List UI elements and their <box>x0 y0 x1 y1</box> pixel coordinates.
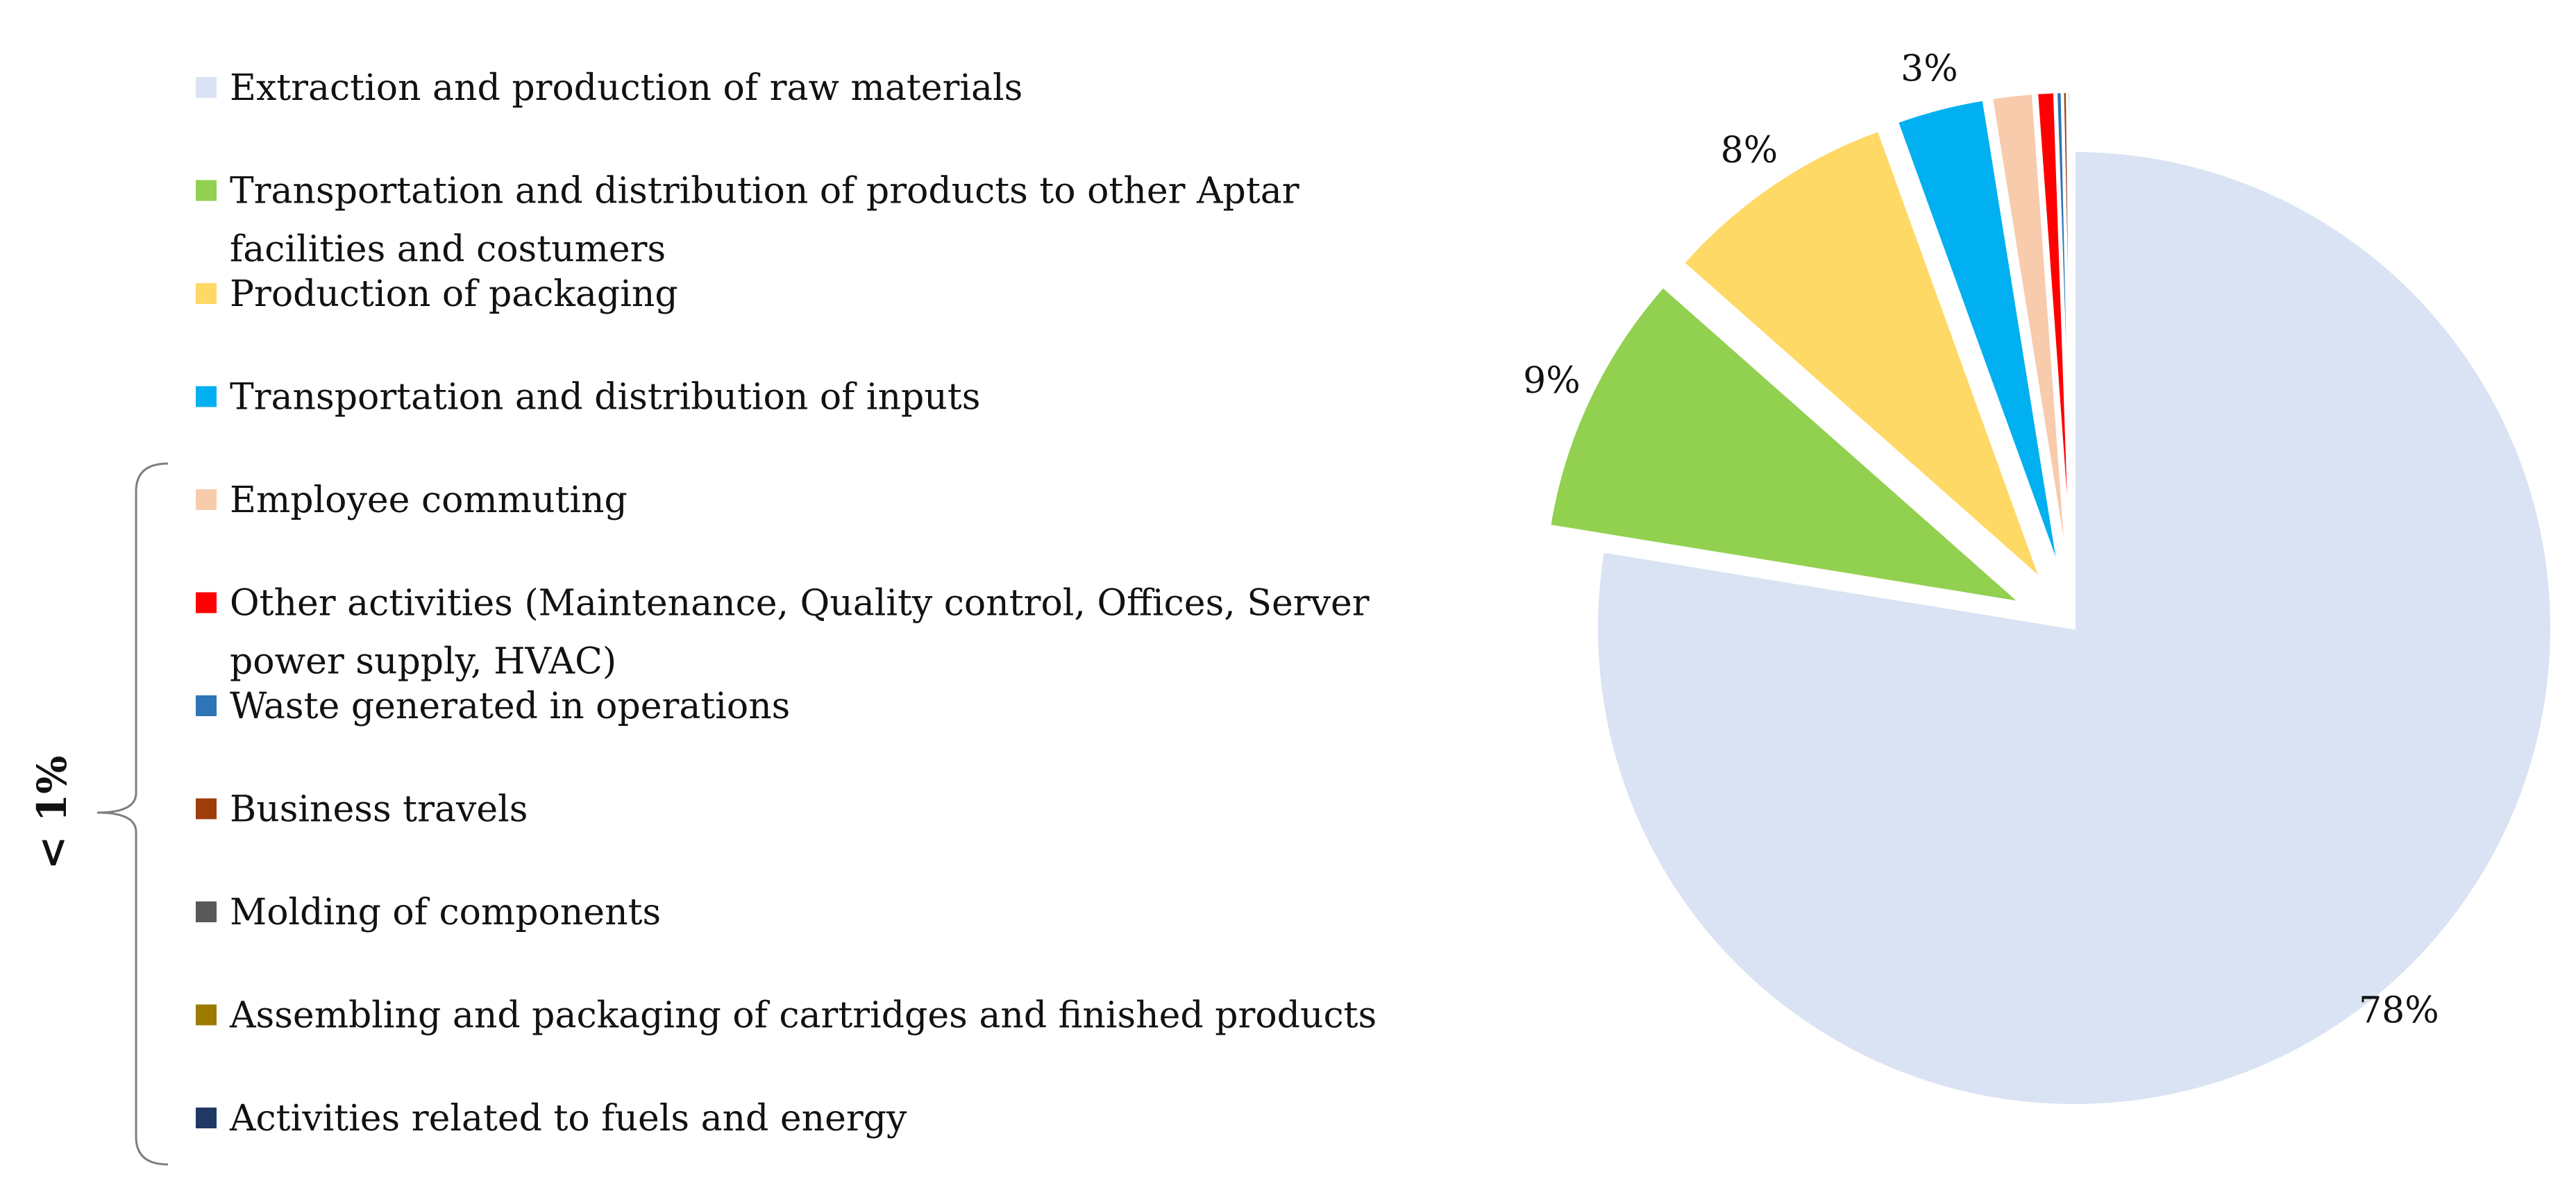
legend-label: Transportation and distribution of produ… <box>230 171 1299 212</box>
pie-slice-other-activities-maintenance-quality-con <box>2035 90 2073 570</box>
data-label-production-of-packaging: 8% <box>1721 130 1778 171</box>
pie-slice-activities-related-to-fuels-and-energy <box>2071 90 2076 570</box>
legend-label: Molding of components <box>230 892 661 933</box>
legend-swatch <box>196 283 217 304</box>
legend-label: Transportation and distribution of input… <box>230 377 980 418</box>
legend-swatch <box>196 592 217 613</box>
legend-label: facilities and costumers <box>230 229 666 271</box>
legend-label: Extraction and production of raw materia… <box>230 67 1022 109</box>
legend-item-other-activities-maintenance-quality-con: Other activities (Maintenance, Quality c… <box>196 583 1370 683</box>
legend-item-activities-related-to-fuels-and-energy: Activities related to fuels and energy <box>196 1098 907 1139</box>
legend-item-transportation-and-distribution-of-input: Transportation and distribution of input… <box>196 377 980 418</box>
chart-legend: Extraction and production of raw materia… <box>196 67 1377 1139</box>
legend-item-employee-commuting: Employee commuting <box>196 480 628 521</box>
legend-label: Employee commuting <box>230 480 628 521</box>
pie-slice-employee-commuting <box>1989 92 2069 570</box>
pie-slice-extraction-and-production-of-raw-materia <box>1595 149 2553 1107</box>
less-than-one-percent-bracket: < 1% <box>28 462 169 1166</box>
legend-label: Activities related to fuels and energy <box>229 1098 907 1139</box>
legend-label: Assembling and packaging of cartridges a… <box>229 995 1377 1037</box>
pie-slice-production-of-packaging <box>1681 128 2043 581</box>
legend-label: Business travels <box>230 789 528 831</box>
legend-swatch <box>196 1004 217 1026</box>
legend-swatch <box>196 77 217 98</box>
pie-slice-transportation-and-distribution-of-produ <box>1547 284 2026 605</box>
legend-swatch <box>196 1108 217 1128</box>
legend-swatch <box>196 901 217 922</box>
legend-item-waste-generated-in-operations: Waste generated in operations <box>196 686 790 727</box>
pie-slices <box>1547 90 2553 1107</box>
legend-item-transportation-and-distribution-of-produ: Transportation and distribution of produ… <box>196 171 1299 271</box>
less-than-one-percent-label: < 1% <box>28 756 76 870</box>
legend-swatch <box>196 798 217 820</box>
legend-swatch <box>196 695 217 716</box>
pie-slice-transportation-and-distribution-of-input <box>1895 98 2061 572</box>
pie-data-labels: 78% 9% 8% 3% <box>1523 49 2439 1032</box>
data-label-transportation-and-distribution-of-produ: 9% <box>1523 360 1581 402</box>
legend-item-assembling-and-packaging-of-cartridges-a: Assembling and packaging of cartridges a… <box>196 995 1377 1037</box>
legend-item-molding-of-components: Molding of components <box>196 892 661 933</box>
legend-item-extraction-and-production-of-raw-materia: Extraction and production of raw materia… <box>196 67 1022 109</box>
legend-swatch <box>196 180 217 201</box>
legend-label: Other activities (Maintenance, Quality c… <box>230 583 1370 625</box>
legend-item-production-of-packaging: Production of packaging <box>196 273 678 315</box>
legend-label: Waste generated in operations <box>230 686 790 727</box>
legend-label: power supply, HVAC) <box>230 641 616 683</box>
bracket-line <box>96 462 169 1166</box>
legend-label: Production of packaging <box>230 273 678 315</box>
data-label-transportation-and-distribution-of-input: 3% <box>1901 49 1958 90</box>
legend-swatch <box>196 489 217 510</box>
legend-item-business-travels: Business travels <box>196 789 528 831</box>
data-label-extraction-and-production-of-raw-materia: 78% <box>2359 990 2439 1031</box>
legend-swatch <box>196 386 217 407</box>
